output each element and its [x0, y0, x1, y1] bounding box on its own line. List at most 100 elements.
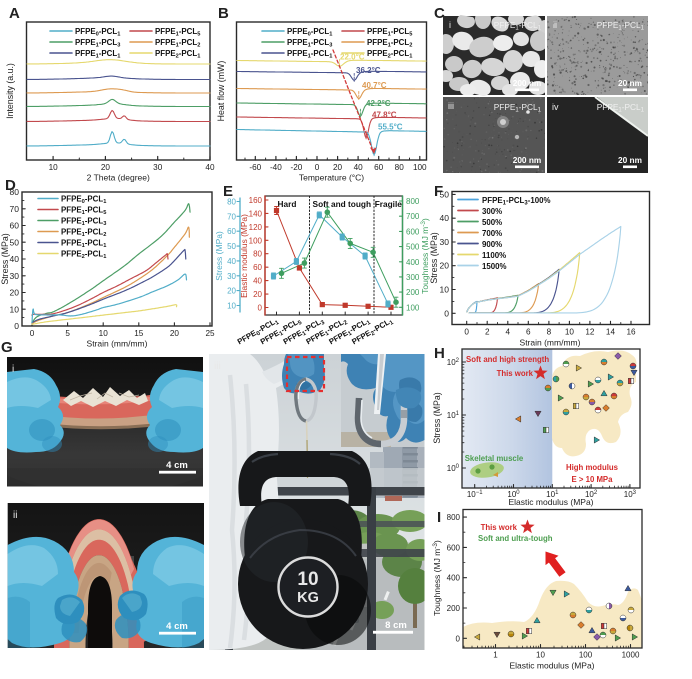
svg-text:PFPE0-PCL1: PFPE0-PCL1 [61, 195, 106, 206]
svg-text:40: 40 [227, 257, 236, 266]
svg-text:This work: This work [481, 523, 518, 532]
svg-text:iii: iii [214, 361, 221, 372]
svg-text:PFPE1-PCL1: PFPE1-PCL1 [61, 239, 106, 250]
svg-text:500%: 500% [482, 218, 502, 227]
svg-text:40.7°C: 40.7°C [362, 81, 387, 90]
svg-text:PFPE0-PCL1: PFPE0-PCL1 [287, 27, 332, 38]
svg-text:PFPE1-PCL1: PFPE1-PCL1 [494, 102, 542, 114]
svg-text:Stress (MPa): Stress (MPa) [432, 392, 442, 443]
svg-text:42.2°C: 42.2°C [366, 99, 391, 108]
svg-text:E > 10 MPa: E > 10 MPa [572, 475, 614, 484]
svg-text:PFPE1-PCL2: PFPE1-PCL2 [155, 38, 200, 49]
svg-text:4 cm: 4 cm [166, 460, 188, 471]
svg-text:Hard: Hard [278, 199, 297, 209]
svg-text:10: 10 [297, 569, 318, 590]
svg-text:10−1: 10−1 [467, 490, 483, 499]
svg-text:40: 40 [205, 163, 215, 172]
svg-text:H: H [434, 345, 445, 362]
svg-text:103: 103 [624, 490, 637, 499]
svg-text:500: 500 [406, 243, 420, 252]
svg-text:30: 30 [227, 272, 236, 281]
svg-text:0: 0 [315, 163, 320, 172]
svg-text:10: 10 [49, 163, 59, 172]
svg-text:KG: KG [297, 590, 319, 606]
svg-text:102: 102 [447, 358, 460, 367]
svg-text:50: 50 [440, 189, 450, 199]
svg-text:PFPE2-PCL1: PFPE2-PCL1 [367, 49, 412, 60]
svg-text:70: 70 [227, 212, 236, 221]
svg-text:100: 100 [406, 303, 420, 312]
svg-text:Soft and ultra-tough: Soft and ultra-tough [478, 534, 553, 543]
svg-text:C: C [434, 5, 445, 22]
svg-text:60: 60 [227, 227, 236, 236]
svg-text:Temperature (°C): Temperature (°C) [299, 173, 364, 183]
svg-text:PFPE1-PCL1: PFPE1-PCL1 [597, 102, 645, 114]
svg-text:Fragile: Fragile [375, 199, 403, 209]
svg-text:PFPE1-PCL3: PFPE1-PCL3 [61, 217, 106, 228]
svg-text:-20: -20 [291, 163, 303, 172]
svg-text:PFPE1-PCL1: PFPE1-PCL1 [597, 20, 645, 32]
svg-text:20: 20 [170, 329, 180, 338]
svg-text:80: 80 [10, 187, 20, 197]
svg-text:10: 10 [99, 329, 109, 338]
svg-text:-60: -60 [249, 163, 261, 172]
svg-text:100: 100 [579, 651, 593, 660]
svg-text:2: 2 [485, 328, 490, 337]
svg-text:20 nm: 20 nm [618, 155, 642, 165]
svg-text:Strain (mm/mm): Strain (mm/mm) [520, 338, 581, 348]
svg-text:PFPE1-PCL5: PFPE1-PCL5 [61, 206, 106, 217]
svg-text:PFPE1-PCL3-100%: PFPE1-PCL3-100% [482, 196, 551, 207]
svg-text:70: 70 [10, 204, 20, 214]
svg-text:A: A [9, 5, 20, 22]
svg-text:F: F [434, 183, 443, 200]
svg-text:300: 300 [406, 273, 420, 282]
svg-text:40: 40 [440, 213, 450, 223]
svg-text:Soft and high strength: Soft and high strength [466, 355, 549, 364]
svg-text:6: 6 [526, 328, 531, 337]
svg-text:400: 400 [406, 258, 420, 267]
svg-text:20: 20 [333, 163, 343, 172]
svg-text:1000: 1000 [622, 651, 640, 660]
svg-text:10: 10 [10, 304, 20, 314]
svg-text:10: 10 [536, 651, 545, 660]
svg-text:Stress (MPa): Stress (MPa) [214, 231, 224, 281]
svg-text:PFPE1-PCL2: PFPE1-PCL2 [61, 228, 106, 239]
svg-text:101: 101 [546, 490, 559, 499]
svg-text:40: 40 [354, 163, 364, 172]
svg-text:0: 0 [464, 328, 469, 337]
svg-text:Skeletal muscle: Skeletal muscle [465, 454, 524, 463]
svg-text:G: G [1, 339, 13, 356]
svg-text:200: 200 [406, 288, 420, 297]
svg-text:PFPE1-PCL1: PFPE1-PCL1 [75, 49, 120, 60]
svg-text:0: 0 [14, 321, 19, 331]
svg-text:80: 80 [227, 197, 236, 206]
svg-text:i: i [12, 364, 14, 375]
svg-text:12: 12 [585, 328, 595, 337]
svg-text:8: 8 [547, 328, 552, 337]
svg-text:102: 102 [585, 490, 598, 499]
svg-text:iii: iii [448, 101, 454, 111]
svg-text:80: 80 [253, 250, 262, 259]
svg-text:55.5°C: 55.5°C [378, 123, 403, 132]
svg-text:60: 60 [253, 263, 262, 272]
svg-text:60: 60 [10, 221, 20, 231]
svg-text:101: 101 [447, 411, 460, 420]
svg-text:Strain (mm/mm): Strain (mm/mm) [87, 339, 148, 349]
svg-text:PFPE1-PCL5: PFPE1-PCL5 [367, 27, 412, 38]
svg-text:14: 14 [606, 328, 616, 337]
svg-text:PFPE1-PCL3: PFPE1-PCL3 [287, 38, 332, 49]
svg-text:Elastic modulus (MPa): Elastic modulus (MPa) [239, 214, 249, 298]
svg-text:16: 16 [626, 328, 636, 337]
svg-text:80: 80 [395, 163, 405, 172]
svg-text:I: I [437, 509, 441, 526]
svg-text:0: 0 [456, 634, 461, 643]
svg-text:200 nm: 200 nm [513, 78, 542, 88]
svg-text:PFPE1-PCL3: PFPE1-PCL3 [75, 38, 120, 49]
svg-text:-40: -40 [270, 163, 282, 172]
svg-text:ii: ii [13, 510, 17, 521]
svg-text:700%: 700% [482, 229, 502, 238]
svg-text:30: 30 [440, 237, 450, 247]
svg-text:15: 15 [134, 329, 144, 338]
svg-text:600: 600 [406, 227, 420, 236]
svg-text:50: 50 [10, 237, 20, 247]
